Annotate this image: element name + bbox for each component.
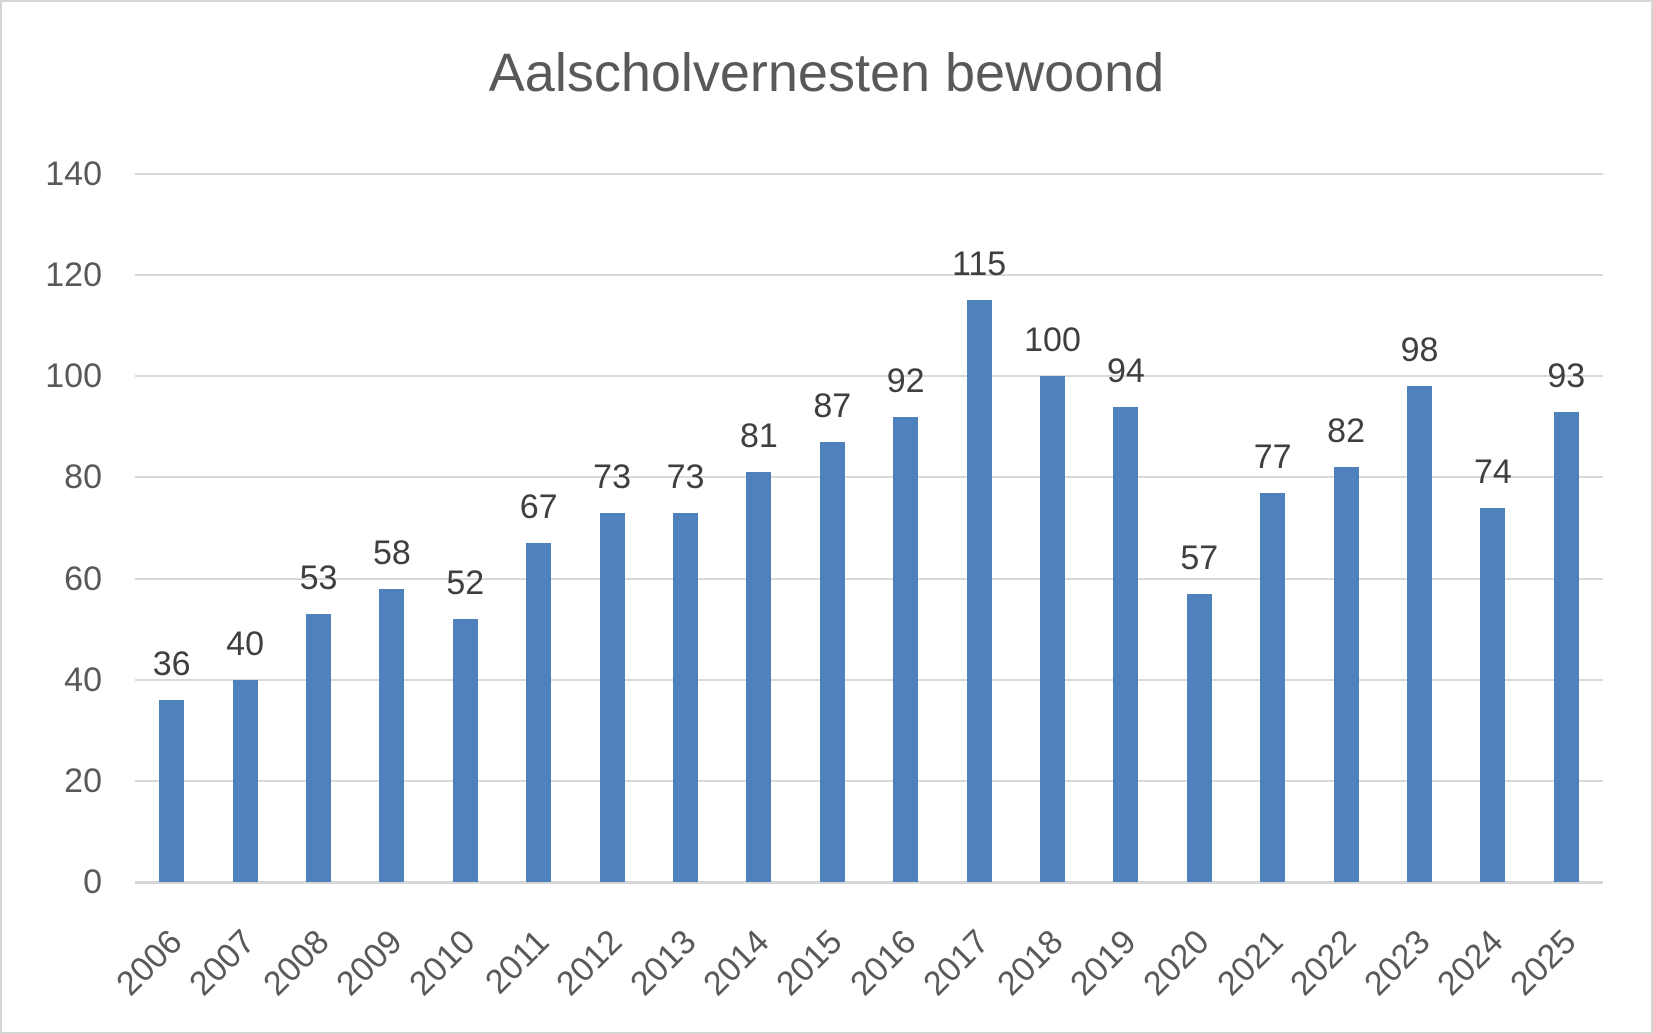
bar-value-label: 87	[813, 387, 852, 426]
bar	[1260, 492, 1286, 882]
bar	[379, 588, 405, 882]
chart-title: Aalscholvernesten bewoond	[488, 43, 1165, 103]
y-axis-label: 20	[64, 761, 102, 800]
bar	[1553, 411, 1579, 882]
bar-value-label: 73	[593, 457, 631, 496]
bar	[306, 613, 331, 882]
bar-value-label: 73	[666, 457, 705, 496]
bar	[893, 416, 919, 882]
gridline	[135, 375, 1603, 378]
bar	[526, 543, 552, 882]
x-axis-line	[135, 881, 1603, 884]
bar	[452, 619, 478, 882]
bar-value-label: 100	[1024, 321, 1081, 360]
bar-value-label: 67	[519, 488, 558, 527]
bar-value-label: 77	[1253, 437, 1292, 476]
y-axis-label: 60	[64, 559, 102, 598]
bar	[673, 512, 698, 882]
bar	[746, 472, 772, 882]
bar	[1113, 406, 1139, 882]
bar-value-label: 40	[226, 624, 264, 663]
gridline	[135, 577, 1603, 580]
bar-value-label: 93	[1547, 356, 1586, 395]
bar	[232, 679, 258, 882]
bar-value-label: 94	[1106, 351, 1145, 390]
bar	[1480, 507, 1506, 882]
bar-value-label: 74	[1473, 452, 1512, 491]
bar-value-label: 36	[152, 644, 191, 683]
bar-value-label: 58	[372, 533, 411, 572]
bar-value-label: 115	[951, 245, 1007, 284]
bar	[966, 300, 992, 882]
bar-value-label: 53	[299, 558, 338, 597]
y-axis-label: 140	[45, 155, 102, 193]
bar	[1407, 386, 1432, 882]
y-axis-label: 120	[45, 256, 102, 295]
gridline	[135, 678, 1603, 681]
y-axis-label: 40	[64, 660, 102, 699]
bar	[599, 512, 625, 882]
gridline	[135, 173, 1603, 175]
bar	[1040, 376, 1065, 882]
bar-value-label: 57	[1180, 538, 1219, 577]
gridline	[135, 779, 1603, 782]
bar-value-label: 98	[1400, 331, 1439, 370]
bar-value-label: 81	[739, 417, 778, 456]
gridline	[135, 274, 1603, 277]
bar-value-label: 52	[446, 564, 485, 603]
y-axis-label: 80	[64, 458, 102, 497]
bar	[1186, 593, 1212, 882]
y-axis-label: 0	[83, 863, 102, 901]
bar-value-label: 92	[886, 361, 925, 400]
bar	[159, 699, 185, 882]
y-axis-label: 100	[45, 357, 102, 396]
gridline	[135, 476, 1603, 479]
bar	[1333, 467, 1359, 882]
bar-value-label: 82	[1327, 412, 1365, 451]
bar	[819, 442, 845, 882]
